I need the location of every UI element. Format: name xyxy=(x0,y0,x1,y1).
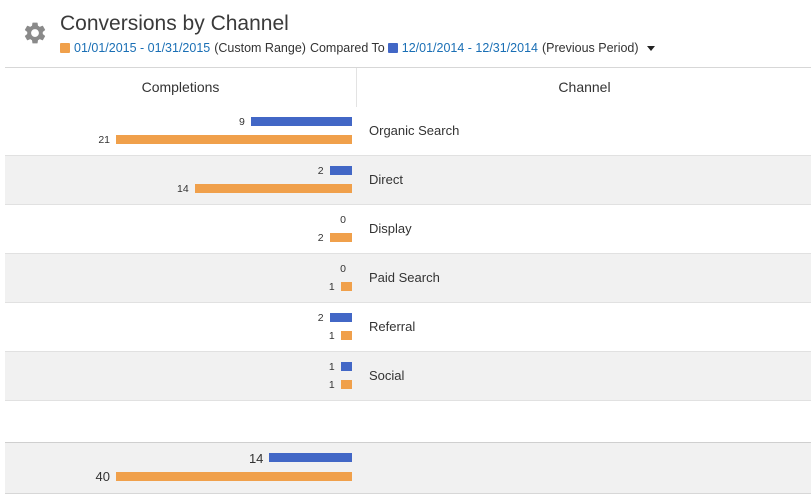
previous-value: 0 xyxy=(340,214,346,226)
current-bar xyxy=(329,233,352,242)
current-value: 2 xyxy=(317,232,324,244)
previous-bar xyxy=(329,313,352,322)
channel-name[interactable]: Paid Search xyxy=(369,270,440,285)
total-previous-bar xyxy=(269,453,352,462)
current-value: 21 xyxy=(98,134,110,146)
total-current-bar xyxy=(116,472,352,481)
previous-value: 0 xyxy=(340,263,346,275)
table-row: 1 1 Social xyxy=(5,352,811,401)
previous-value: 1 xyxy=(328,361,335,373)
previous-range-link[interactable]: 12/01/2014 - 12/31/2014 xyxy=(401,41,538,55)
table-row: 0 1 Paid Search xyxy=(5,254,811,303)
channel-name[interactable]: Direct xyxy=(369,172,403,187)
previous-bar xyxy=(340,362,352,371)
table-row: 9 21 Organic Search xyxy=(5,107,811,156)
totals-row: 14 40 xyxy=(5,442,811,494)
current-value: 1 xyxy=(328,330,335,342)
totals-bars: 14 40 xyxy=(5,443,356,491)
previous-period-swatch xyxy=(387,43,398,53)
channel-name[interactable]: Referral xyxy=(369,319,416,334)
caret-down-icon[interactable] xyxy=(646,45,655,51)
current-value: 1 xyxy=(328,379,335,391)
current-value: 14 xyxy=(176,183,189,195)
channel-name[interactable]: Display xyxy=(369,221,412,236)
table-row: 2 14 Direct xyxy=(5,156,811,205)
widget-header: Conversions by Channel 01/01/2015 - 01/3… xyxy=(0,0,811,68)
table-row: 0 2 Display xyxy=(5,205,811,254)
row-bars: 2 14 xyxy=(5,156,356,204)
previous-bar xyxy=(250,117,352,126)
previous-value: 2 xyxy=(317,312,324,324)
column-header-channel[interactable]: Channel xyxy=(356,68,811,107)
current-bar xyxy=(116,135,352,144)
gear-icon[interactable] xyxy=(22,20,48,46)
current-bar xyxy=(340,282,352,291)
previous-value: 2 xyxy=(317,165,324,177)
widget-title: Conversions by Channel xyxy=(60,12,289,35)
date-range-line: 01/01/2015 - 01/31/2015 (Custom Range) C… xyxy=(60,41,655,55)
previous-range-label: (Previous Period) xyxy=(541,41,639,55)
current-bar xyxy=(340,331,352,340)
current-value: 1 xyxy=(328,281,335,293)
table-row: 2 1 Referral xyxy=(5,303,811,352)
total-previous-value: 14 xyxy=(248,451,264,466)
current-bar xyxy=(194,184,352,193)
previous-value: 9 xyxy=(239,116,245,128)
table-header: Completions Channel xyxy=(5,67,811,108)
empty-row xyxy=(5,401,811,444)
channel-name[interactable]: Organic Search xyxy=(369,123,460,138)
channel-name[interactable]: Social xyxy=(369,368,405,383)
column-header-completions[interactable]: Completions xyxy=(141,79,220,95)
current-period-swatch xyxy=(60,43,70,53)
current-bar xyxy=(340,380,352,389)
current-range-link[interactable]: 01/01/2015 - 01/31/2015 xyxy=(74,41,211,55)
table-body: 9 21 Organic Search 2 14 Direct 0 2 Display 0 1 Pai… xyxy=(5,107,811,444)
row-bars: 9 21 xyxy=(5,107,356,155)
compared-to-label: Compared To xyxy=(309,41,385,55)
total-current-value: 40 xyxy=(95,469,110,484)
current-range-label: (Custom Range) xyxy=(214,41,306,55)
previous-bar xyxy=(329,166,352,175)
